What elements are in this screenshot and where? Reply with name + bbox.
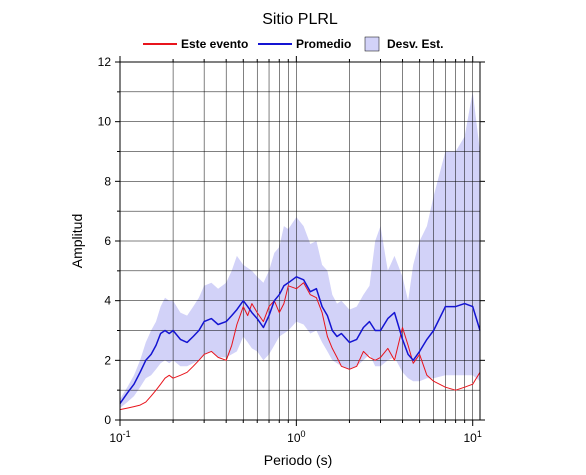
x-tick-label: 100 bbox=[287, 429, 305, 445]
series-layer bbox=[119, 276, 481, 411]
x-axis-label: Periodo (s) bbox=[264, 452, 332, 468]
x-tick-label: 10-1 bbox=[109, 429, 130, 445]
este-evento-line bbox=[119, 282, 481, 411]
legend-label: Desv. Est. bbox=[387, 37, 443, 51]
y-tick-label: 0 bbox=[104, 413, 111, 427]
promedio-line bbox=[119, 276, 481, 405]
std-band-layer bbox=[120, 91, 480, 409]
x-tick-label: 101 bbox=[464, 429, 482, 445]
y-tick-label: 10 bbox=[98, 115, 112, 129]
std-band bbox=[120, 91, 480, 409]
y-axis-label: Amplitud bbox=[69, 214, 85, 268]
legend-label: Este evento bbox=[181, 37, 248, 51]
legend-label: Promedio bbox=[296, 37, 351, 51]
y-tick-label: 12 bbox=[98, 55, 112, 69]
y-tick-label: 4 bbox=[104, 294, 111, 308]
chart-title: Sitio PLRL bbox=[262, 11, 338, 28]
axes-layer: 0 2 4 6 8 10 12 10-1 100 101 bbox=[98, 55, 485, 445]
grid-layer bbox=[119, 61, 480, 421]
legend-swatch bbox=[364, 36, 380, 52]
y-tick-label: 2 bbox=[104, 353, 111, 367]
y-tick-label: 6 bbox=[104, 234, 111, 248]
legend: Este evento Promedio Desv. Est. bbox=[143, 36, 443, 52]
y-tick-label: 8 bbox=[104, 174, 111, 188]
